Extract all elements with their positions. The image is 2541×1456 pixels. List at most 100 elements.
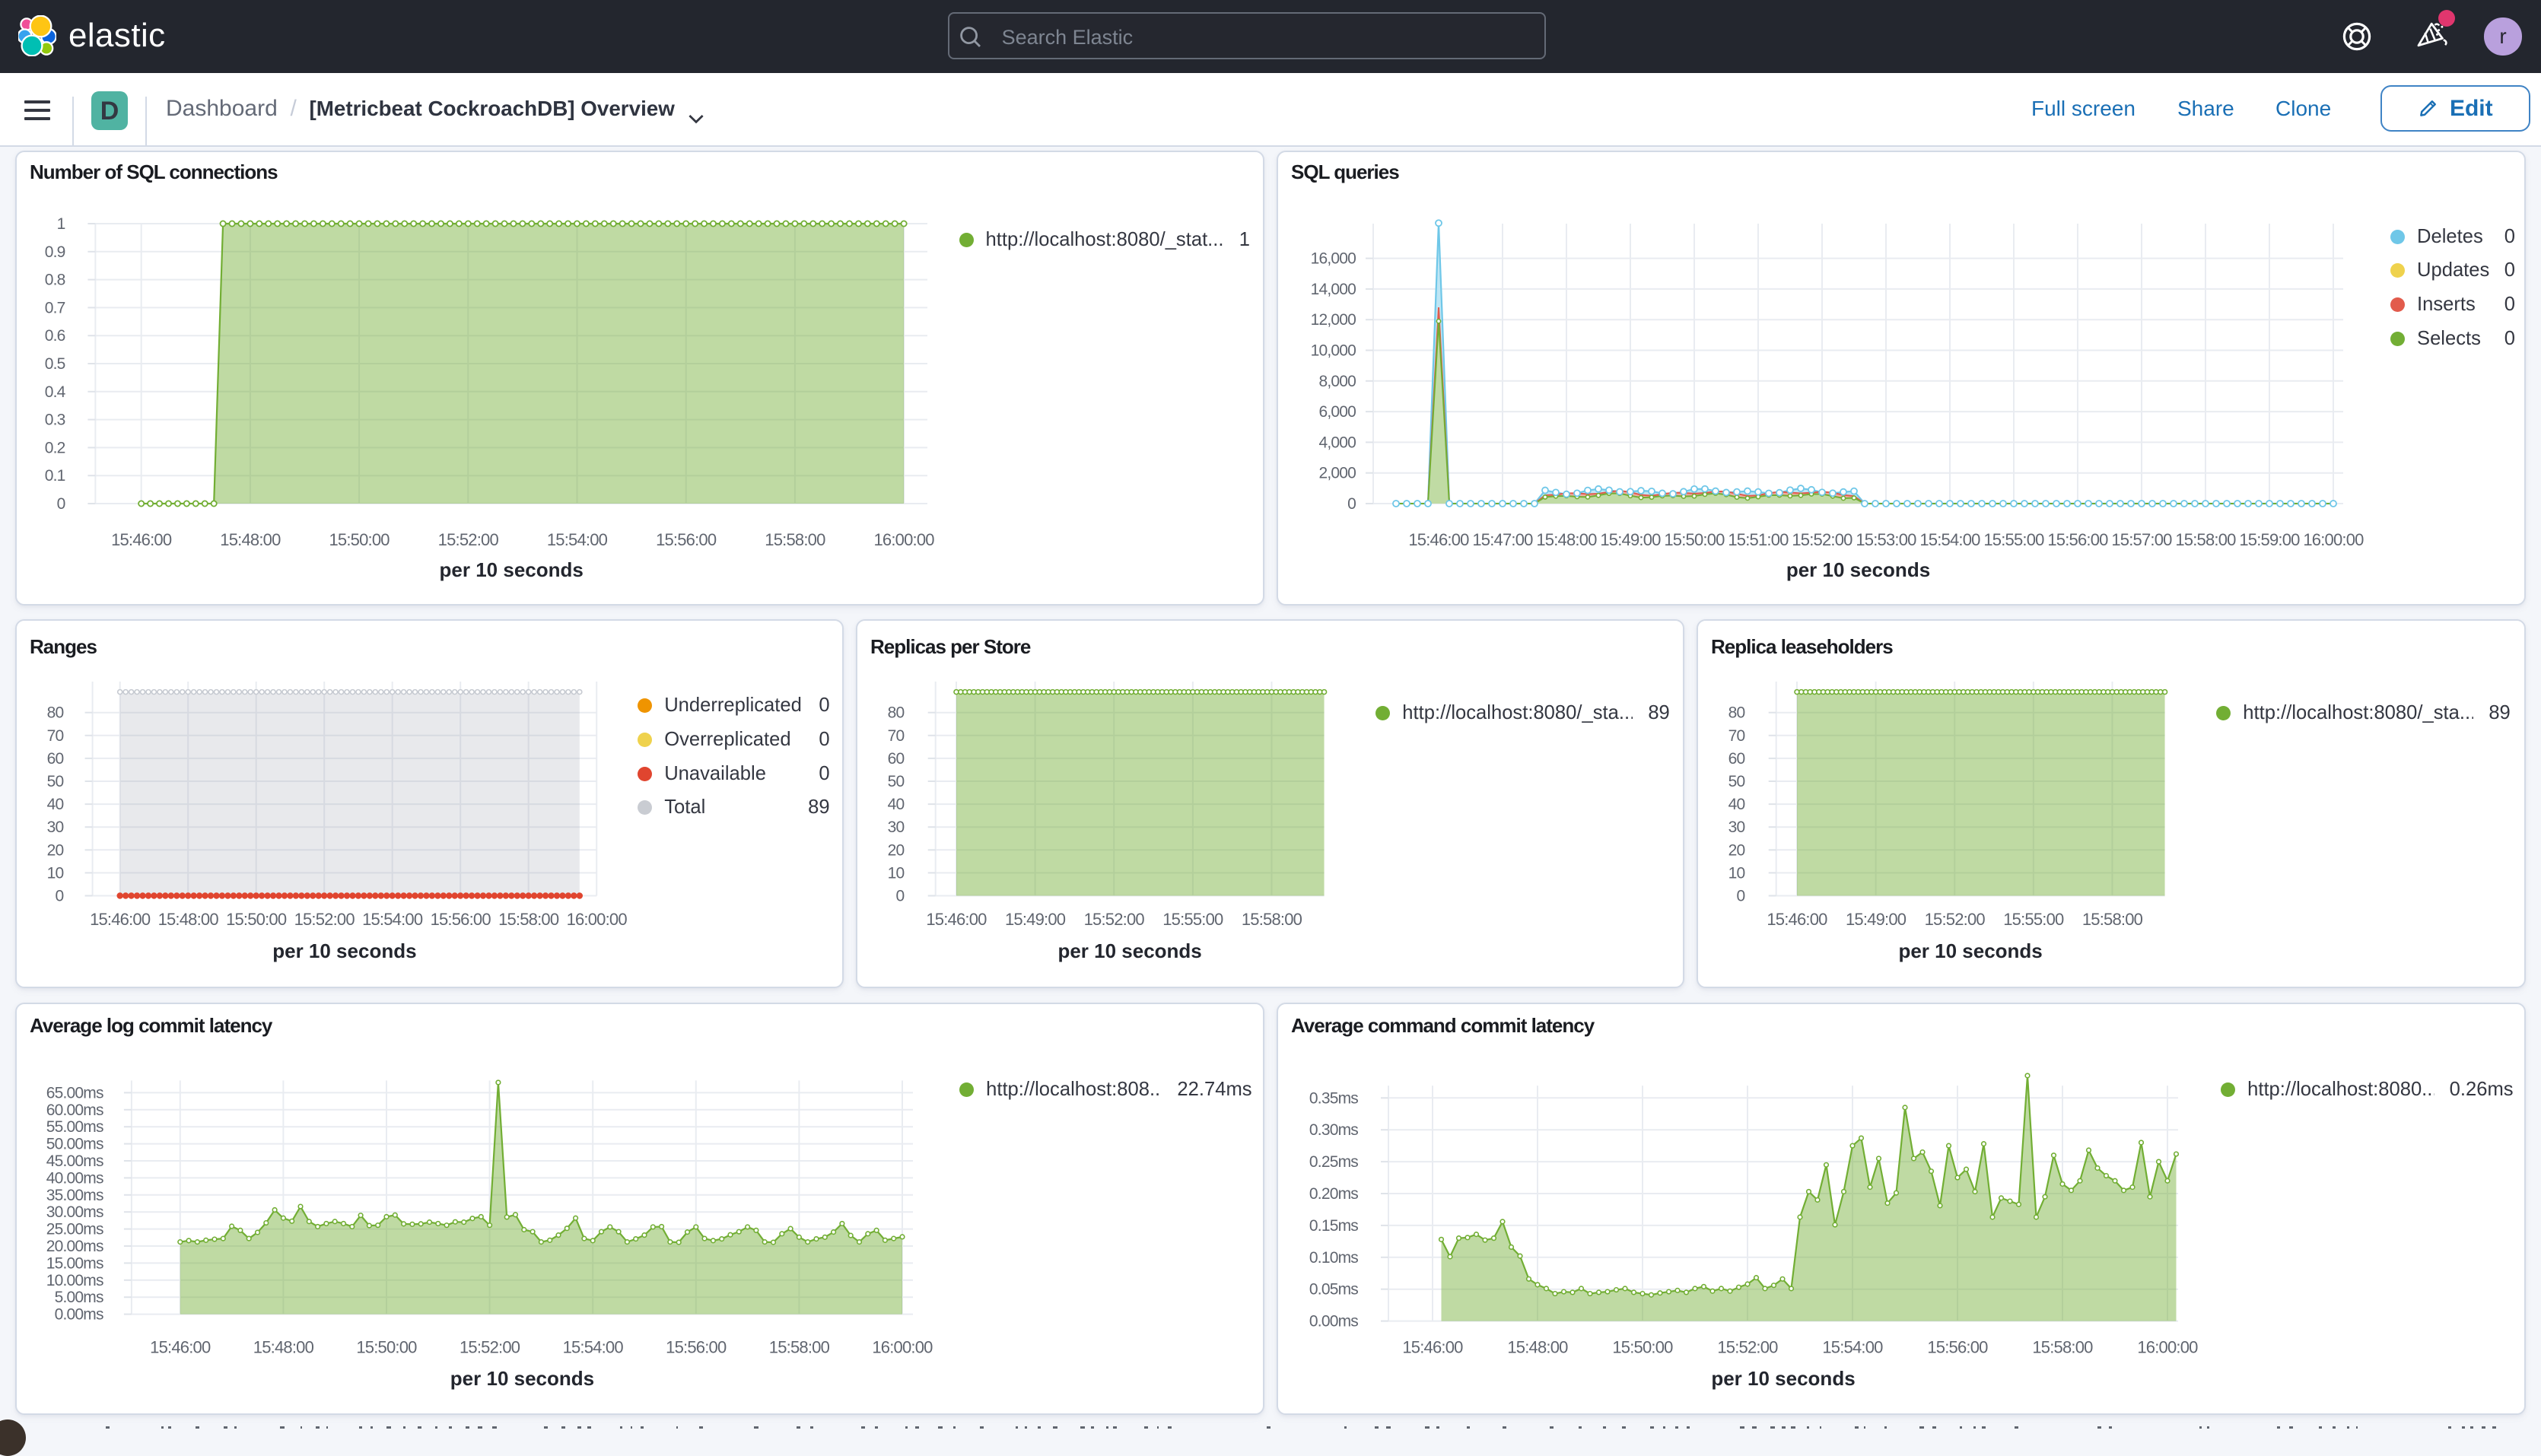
svg-text:0.10ms: 0.10ms xyxy=(1309,1249,1358,1267)
svg-text:15:58:00: 15:58:00 xyxy=(765,530,825,549)
svg-text:50: 50 xyxy=(47,773,64,790)
svg-text:15:54:00: 15:54:00 xyxy=(1919,530,1980,549)
svg-text:0.15ms: 0.15ms xyxy=(1309,1217,1358,1235)
svg-text:10: 10 xyxy=(47,864,64,882)
svg-text:16:00:00: 16:00:00 xyxy=(567,910,628,929)
svg-text:15:52:00: 15:52:00 xyxy=(438,530,499,549)
svg-text:35.00ms: 35.00ms xyxy=(46,1187,103,1204)
svg-text:per 10 seconds: per 10 seconds xyxy=(1786,558,1930,581)
svg-text:15.00ms: 15.00ms xyxy=(46,1255,103,1273)
svg-text:15:50:00: 15:50:00 xyxy=(356,1338,417,1357)
svg-text:15:49:00: 15:49:00 xyxy=(1005,910,1066,929)
svg-text:30: 30 xyxy=(47,819,64,836)
svg-text:65.00ms: 65.00ms xyxy=(46,1085,103,1102)
svg-text:15:54:00: 15:54:00 xyxy=(1822,1338,1883,1357)
svg-text:16:00:00: 16:00:00 xyxy=(873,530,934,549)
svg-text:60: 60 xyxy=(888,749,905,767)
svg-text:20: 20 xyxy=(47,841,64,859)
svg-text:0.4: 0.4 xyxy=(45,383,66,401)
svg-text:15:52:00: 15:52:00 xyxy=(294,910,355,929)
svg-text:15:55:00: 15:55:00 xyxy=(1983,530,2044,549)
svg-text:15:52:00: 15:52:00 xyxy=(1717,1338,1778,1357)
svg-text:60: 60 xyxy=(47,749,64,767)
svg-text:15:55:00: 15:55:00 xyxy=(2003,910,2064,929)
svg-text:0.30ms: 0.30ms xyxy=(1309,1122,1358,1140)
svg-text:30: 30 xyxy=(1728,819,1745,836)
svg-text:6,000: 6,000 xyxy=(1318,403,1356,421)
svg-text:50.00ms: 50.00ms xyxy=(46,1136,103,1153)
svg-text:15:58:00: 15:58:00 xyxy=(1242,910,1302,929)
svg-text:60: 60 xyxy=(1728,749,1745,767)
svg-text:0.25ms: 0.25ms xyxy=(1309,1153,1358,1171)
svg-text:15:46:00: 15:46:00 xyxy=(150,1338,211,1357)
svg-text:15:46:00: 15:46:00 xyxy=(1767,910,1827,929)
svg-text:15:48:00: 15:48:00 xyxy=(158,910,219,929)
svg-text:15:47:00: 15:47:00 xyxy=(1472,530,1533,549)
svg-text:12,000: 12,000 xyxy=(1311,311,1356,329)
svg-text:15:50:00: 15:50:00 xyxy=(226,910,287,929)
svg-text:15:57:00: 15:57:00 xyxy=(2111,530,2172,549)
svg-text:70: 70 xyxy=(47,726,64,744)
svg-text:15:48:00: 15:48:00 xyxy=(220,530,281,549)
svg-text:0.2: 0.2 xyxy=(45,439,65,456)
svg-text:15:59:00: 15:59:00 xyxy=(2239,530,2300,549)
svg-text:40: 40 xyxy=(47,796,64,813)
svg-text:15:50:00: 15:50:00 xyxy=(1612,1338,1673,1357)
svg-text:per 10 seconds: per 10 seconds xyxy=(272,939,416,962)
svg-text:0: 0 xyxy=(1347,495,1356,513)
svg-text:0.8: 0.8 xyxy=(45,272,65,289)
svg-text:15:46:00: 15:46:00 xyxy=(1402,1338,1463,1357)
svg-text:15:56:00: 15:56:00 xyxy=(431,910,491,929)
svg-text:15:54:00: 15:54:00 xyxy=(547,530,608,549)
svg-text:0.00ms: 0.00ms xyxy=(55,1306,103,1324)
svg-text:10,000: 10,000 xyxy=(1311,342,1356,360)
svg-text:16,000: 16,000 xyxy=(1311,250,1356,268)
svg-text:10: 10 xyxy=(888,864,905,882)
svg-text:80: 80 xyxy=(888,704,905,721)
svg-text:15:55:00: 15:55:00 xyxy=(1162,910,1223,929)
svg-text:15:52:00: 15:52:00 xyxy=(1792,530,1852,549)
svg-text:0.6: 0.6 xyxy=(45,327,65,345)
svg-text:20: 20 xyxy=(888,841,905,859)
svg-text:per 10 seconds: per 10 seconds xyxy=(1711,1367,1855,1390)
svg-text:15:46:00: 15:46:00 xyxy=(111,530,172,549)
svg-text:55.00ms: 55.00ms xyxy=(46,1119,103,1137)
svg-text:per 10 seconds: per 10 seconds xyxy=(1898,939,2042,962)
svg-text:0.05ms: 0.05ms xyxy=(1309,1281,1358,1299)
svg-text:0.35ms: 0.35ms xyxy=(1309,1090,1358,1108)
svg-text:per 10 seconds: per 10 seconds xyxy=(450,1367,594,1390)
svg-text:15:51:00: 15:51:00 xyxy=(1728,530,1789,549)
svg-text:0.00ms: 0.00ms xyxy=(1309,1313,1358,1330)
svg-text:15:56:00: 15:56:00 xyxy=(2047,530,2108,549)
svg-text:0.5: 0.5 xyxy=(45,355,65,373)
svg-text:40.00ms: 40.00ms xyxy=(46,1170,103,1187)
svg-text:15:50:00: 15:50:00 xyxy=(329,530,390,549)
svg-text:8,000: 8,000 xyxy=(1318,373,1356,390)
svg-text:0: 0 xyxy=(1737,887,1745,904)
svg-text:15:52:00: 15:52:00 xyxy=(1084,910,1145,929)
svg-text:80: 80 xyxy=(1728,704,1745,721)
svg-text:15:58:00: 15:58:00 xyxy=(2082,910,2143,929)
svg-text:0: 0 xyxy=(56,887,64,904)
svg-text:40: 40 xyxy=(1728,796,1745,813)
svg-text:1: 1 xyxy=(57,215,65,233)
svg-text:15:58:00: 15:58:00 xyxy=(2032,1338,2093,1357)
svg-text:10: 10 xyxy=(1728,864,1745,882)
svg-text:25.00ms: 25.00ms xyxy=(46,1221,103,1238)
svg-text:20: 20 xyxy=(1728,841,1745,859)
svg-text:4,000: 4,000 xyxy=(1318,434,1356,451)
svg-text:per 10 seconds: per 10 seconds xyxy=(440,558,584,581)
svg-text:15:52:00: 15:52:00 xyxy=(460,1338,520,1357)
svg-text:15:54:00: 15:54:00 xyxy=(362,910,423,929)
svg-text:0.1: 0.1 xyxy=(45,467,65,485)
svg-text:0.9: 0.9 xyxy=(45,243,65,261)
svg-text:15:46:00: 15:46:00 xyxy=(926,910,987,929)
svg-text:15:54:00: 15:54:00 xyxy=(563,1338,624,1357)
svg-text:15:46:00: 15:46:00 xyxy=(1408,530,1469,549)
svg-text:15:49:00: 15:49:00 xyxy=(1846,910,1907,929)
svg-text:80: 80 xyxy=(47,704,64,721)
svg-text:15:56:00: 15:56:00 xyxy=(666,1338,727,1357)
svg-text:16:00:00: 16:00:00 xyxy=(2137,1338,2198,1357)
svg-text:15:50:00: 15:50:00 xyxy=(1664,530,1725,549)
svg-text:0: 0 xyxy=(896,887,905,904)
